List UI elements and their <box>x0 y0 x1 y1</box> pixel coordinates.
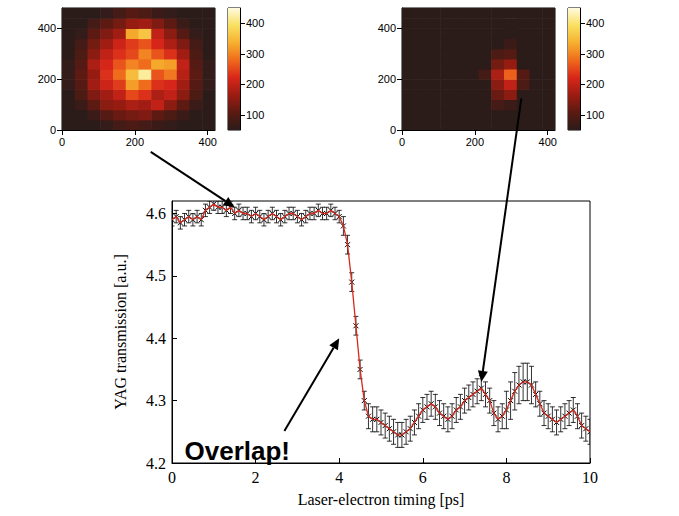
svg-text:0: 0 <box>168 469 176 486</box>
svg-text:400: 400 <box>246 17 264 29</box>
svg-text:YAG transmission [a.u.]: YAG transmission [a.u.] <box>112 254 129 410</box>
svg-text:0: 0 <box>59 136 65 148</box>
svg-text:400: 400 <box>38 22 56 34</box>
svg-text:400: 400 <box>586 17 604 29</box>
svg-text:10: 10 <box>582 469 598 486</box>
svg-text:4.5: 4.5 <box>146 267 166 284</box>
svg-text:400: 400 <box>378 22 396 34</box>
svg-text:100: 100 <box>586 109 604 121</box>
svg-text:200: 200 <box>126 136 144 148</box>
svg-text:200: 200 <box>586 78 604 90</box>
svg-text:300: 300 <box>246 48 264 60</box>
svg-text:0: 0 <box>390 124 396 136</box>
svg-text:400: 400 <box>539 136 557 148</box>
svg-text:4.4: 4.4 <box>146 330 166 347</box>
svg-text:Overlap!: Overlap! <box>185 436 290 466</box>
svg-text:Laser-electron timing [ps]: Laser-electron timing [ps] <box>298 491 465 509</box>
svg-text:4.3: 4.3 <box>146 392 166 409</box>
svg-text:200: 200 <box>466 136 484 148</box>
svg-text:8: 8 <box>502 469 510 486</box>
svg-text:0: 0 <box>50 124 56 136</box>
svg-text:200: 200 <box>378 73 396 85</box>
svg-text:0: 0 <box>399 136 405 148</box>
svg-text:200: 200 <box>246 78 264 90</box>
svg-text:100: 100 <box>246 109 264 121</box>
svg-text:6: 6 <box>419 469 427 486</box>
svg-text:4.2: 4.2 <box>146 455 166 472</box>
svg-text:200: 200 <box>38 73 56 85</box>
svg-text:4.6: 4.6 <box>146 205 166 222</box>
svg-text:300: 300 <box>586 48 604 60</box>
svg-text:4: 4 <box>335 469 343 486</box>
svg-text:2: 2 <box>252 469 260 486</box>
svg-text:400: 400 <box>199 136 217 148</box>
